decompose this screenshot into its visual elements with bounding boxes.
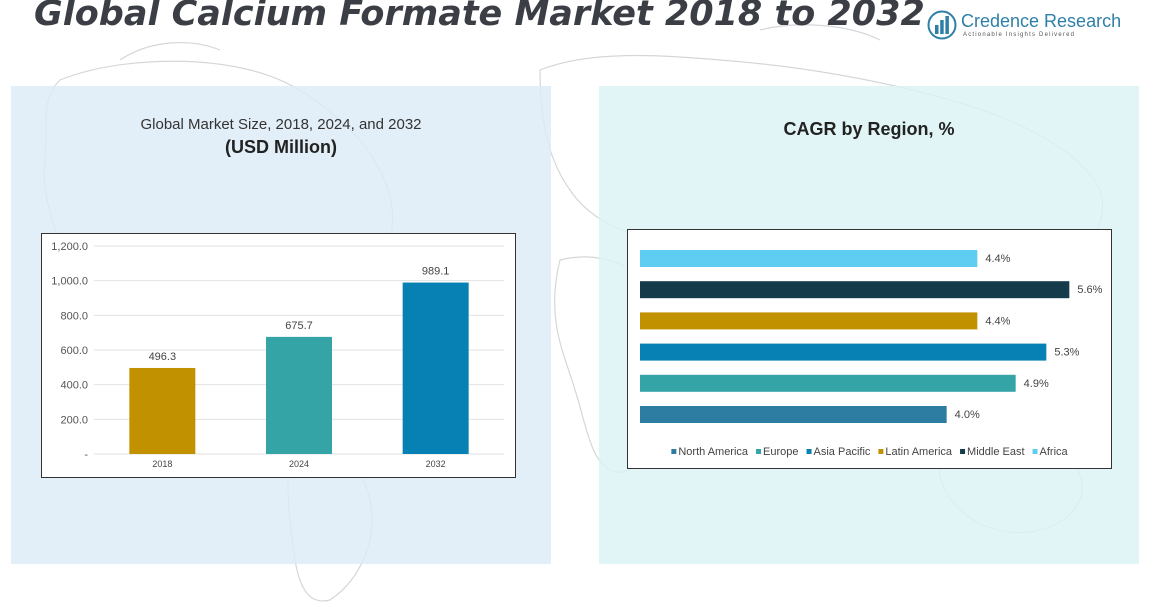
y-tick-label: 200.0 [60, 414, 88, 426]
hbar-middle-east [640, 281, 1070, 299]
hbar-asia-pacific [640, 343, 1047, 361]
legend-swatch [756, 449, 762, 454]
x-tick-label: 2018 [152, 459, 172, 469]
hbar-value-label: 5.6% [1077, 284, 1102, 296]
legend-item: Asia Pacific [814, 446, 871, 458]
y-tick-label: 1,000.0 [51, 276, 88, 288]
hbar-value-label: 4.4% [985, 315, 1010, 327]
legend-item: Africa [1040, 446, 1069, 458]
legend-swatch [878, 449, 884, 454]
bar-chart-logo-icon [927, 10, 957, 40]
hbar-latin-america [640, 312, 978, 330]
credence-research-logo: Credence Research Actionable Insights De… [927, 10, 1121, 42]
hbar-north-america [640, 406, 947, 423]
legend-item: North America [678, 446, 749, 458]
hbar-value-label: 4.9% [1024, 378, 1049, 390]
market-size-chart: - 200.0 400.0 600.0 800.0 1,000.0 1,200.0 496.3… [41, 233, 516, 478]
hbar-value-label: 4.4% [985, 253, 1010, 265]
legend-item: Middle East [967, 446, 1024, 458]
legend-swatch [960, 449, 966, 454]
logo-tagline: Actionable Insights Delivered [963, 32, 1076, 38]
bar-2024 [266, 336, 332, 454]
bar-value-label: 675.7 [285, 320, 313, 332]
bar-value-label: 496.3 [149, 351, 177, 363]
y-tick-label: 400.0 [60, 380, 88, 392]
cagr-title: CAGR by Region, % [783, 119, 955, 139]
legend-item: Latin America [885, 446, 953, 458]
hbar-europe [640, 374, 1016, 392]
bar-value-label: 989.1 [422, 266, 450, 278]
hbar-africa [640, 250, 978, 267]
market-size-unit: (USD Million) [225, 137, 337, 157]
legend-swatch [671, 449, 677, 454]
y-tick-label: 1,200.0 [51, 241, 88, 253]
bar-2018 [129, 367, 196, 454]
legend-swatch [806, 449, 812, 454]
legend: North America Europe Asia Pacific Latin Ame… [671, 446, 1069, 458]
cagr-bar-chart: 4.4% 5.6% 4.4% 5.3% 4.9% 4.0% North America Eur… [640, 250, 1103, 458]
logo-name: Credence Research [961, 11, 1122, 31]
y-tick-label: 600.0 [60, 345, 88, 357]
hbar-value-label: 5.3% [1054, 347, 1079, 359]
y-tick-label: - [84, 449, 88, 461]
x-tick-label: 2024 [289, 459, 309, 469]
bar-2032 [402, 282, 469, 454]
cagr-chart: 4.4% 5.6% 4.4% 5.3% 4.9% 4.0% North America Eur… [627, 229, 1112, 469]
legend-swatch [1032, 449, 1038, 454]
y-tick-label: 800.0 [60, 310, 88, 322]
hbar-value-label: 4.0% [955, 409, 980, 421]
page-title: Global Calcium Formate Market 2018 to 20… [34, 0, 925, 34]
legend-item: Europe [763, 446, 798, 458]
market-size-bar-chart: - 200.0 400.0 600.0 800.0 1,000.0 1,200.0 496.3… [51, 241, 504, 469]
x-tick-label: 2032 [426, 459, 446, 469]
market-size-title: Global Market Size, 2018, 2024, and 2032 [140, 116, 422, 133]
